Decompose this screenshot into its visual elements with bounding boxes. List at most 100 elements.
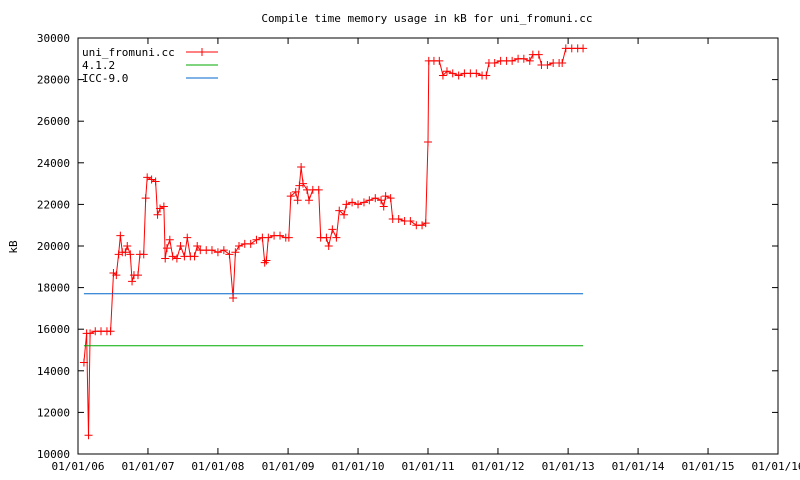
data-point: [86, 329, 95, 338]
x-tick-label: 01/01/09: [262, 460, 315, 473]
data-point: [114, 250, 123, 259]
data-point: [438, 71, 447, 80]
legend-label-1: 4.1.2: [82, 59, 115, 72]
data-point: [260, 258, 269, 267]
data-point: [153, 210, 162, 219]
data-point: [448, 69, 457, 78]
data-point: [141, 194, 150, 203]
data-point: [293, 196, 302, 205]
data-point: [304, 196, 313, 205]
data-point: [354, 200, 363, 209]
y-tick-label: 14000: [37, 365, 70, 378]
data-point: [246, 239, 255, 248]
data-point: [377, 196, 386, 205]
data-point: [262, 256, 271, 265]
x-tick-label: 01/01/14: [612, 460, 665, 473]
y-tick-label: 10000: [37, 448, 70, 461]
data-point: [162, 244, 171, 253]
data-point: [147, 175, 156, 184]
data-point: [190, 252, 199, 261]
data-point: [231, 248, 240, 257]
y-tick-label: 16000: [37, 323, 70, 336]
y-tick-label: 22000: [37, 198, 70, 211]
data-point: [332, 233, 341, 242]
data-point: [143, 173, 152, 182]
y-tick-label: 24000: [37, 157, 70, 170]
legend-label-2: ICC-9.0: [82, 72, 128, 85]
data-point: [519, 54, 528, 63]
data-point: [235, 242, 244, 250]
data-point: [525, 56, 534, 65]
data-point: [490, 58, 499, 67]
x-tick-label: 01/01/11: [402, 460, 455, 473]
data-point: [406, 217, 415, 226]
data-point: [133, 271, 142, 280]
x-tick-label: 01/01/08: [191, 460, 244, 473]
data-point: [176, 242, 185, 250]
data-point: [534, 50, 543, 59]
data-point: [172, 254, 181, 263]
data-point: [128, 277, 137, 286]
data-point: [342, 200, 351, 209]
data-point: [543, 61, 552, 70]
data-point: [324, 242, 333, 250]
data-point: [183, 233, 192, 242]
y-tick-label: 30000: [37, 32, 70, 45]
data-point: [508, 56, 517, 65]
data-point: [297, 162, 306, 171]
x-tick-label: 01/01/06: [52, 460, 105, 473]
data-point: [295, 181, 304, 190]
data-point: [225, 250, 234, 259]
y-axis-label: kB: [7, 240, 20, 254]
data-point: [454, 71, 463, 80]
data-point: [371, 194, 380, 203]
data-point: [435, 56, 444, 65]
data-point: [126, 250, 135, 259]
data-point: [335, 206, 344, 215]
data-point: [106, 327, 115, 336]
data-point: [156, 204, 165, 213]
data-point: [165, 235, 174, 244]
data-point: [79, 358, 88, 367]
data-point: [213, 248, 222, 257]
data-point: [558, 58, 567, 67]
data-point: [418, 221, 427, 230]
legend-marker-0: [198, 48, 206, 56]
data-point: [340, 210, 349, 219]
data-point: [116, 231, 125, 240]
x-tick-label: 01/01/16: [752, 460, 800, 473]
data-point: [328, 225, 337, 234]
data-point: [386, 194, 395, 203]
data-point: [84, 431, 93, 440]
data-point: [286, 192, 295, 201]
data-point: [359, 198, 368, 207]
series-line-0: [83, 47, 584, 436]
x-tick-label: 01/01/07: [121, 460, 174, 473]
data-point: [139, 250, 148, 259]
data-point: [421, 219, 430, 228]
x-tick-label: 01/01/15: [682, 460, 735, 473]
data-point: [579, 44, 588, 53]
data-point: [442, 67, 451, 76]
y-tick-label: 28000: [37, 74, 70, 87]
data-point: [322, 233, 331, 242]
x-tick-label: 01/01/13: [542, 460, 595, 473]
data-point: [472, 69, 481, 78]
data-point: [121, 248, 130, 257]
data-point: [151, 177, 160, 186]
data-point: [276, 231, 285, 240]
data-point: [207, 246, 216, 255]
data-point: [379, 202, 388, 211]
chart-title: Compile time memory usage in kB for uni_…: [261, 12, 592, 25]
y-tick-label: 18000: [37, 282, 70, 295]
data-point: [252, 235, 261, 244]
series-layer: [79, 44, 588, 440]
data-point: [284, 233, 293, 242]
data-point: [264, 233, 273, 242]
data-point: [424, 138, 432, 146]
y-tick-label: 12000: [37, 406, 70, 419]
data-point: [314, 185, 323, 194]
data-point: [219, 246, 228, 255]
data-point: [112, 271, 121, 280]
